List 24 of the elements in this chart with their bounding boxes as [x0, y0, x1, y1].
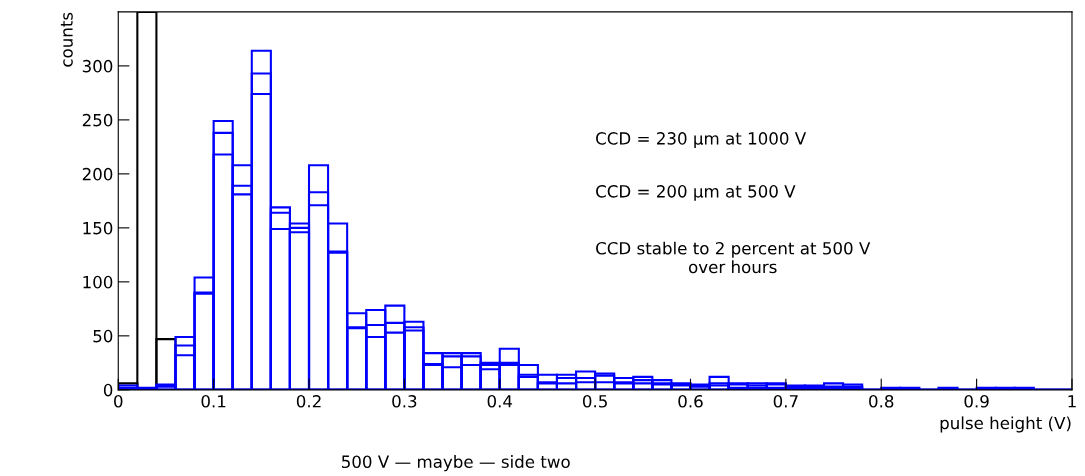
x-tick-label: 0.2	[296, 395, 321, 408]
y-tick-label: 0	[103, 383, 113, 397]
x-tick-label: 0.6	[678, 395, 703, 408]
x-tick-label: 0.1	[201, 395, 226, 408]
x-tick-label: 0.8	[869, 395, 894, 408]
y-tick-label: 50	[93, 329, 113, 343]
y-tick-label: 300	[82, 59, 113, 73]
x-tick-label: 0.4	[487, 395, 513, 408]
y-axis-title: counts	[60, 12, 73, 67]
annotation: CCD = 230 μm at 1000 V	[596, 132, 807, 148]
x-tick-label: 0	[114, 395, 123, 408]
x-tick-label: 0.7	[773, 395, 798, 408]
y-tick-label: 200	[82, 167, 113, 181]
x-axis-title: pulse height (V)	[940, 416, 1071, 433]
y-tick-label: 150	[83, 221, 113, 235]
annotation: CCD stable to 2 percent at 500 V over hours	[596, 241, 871, 274]
y-tick-label: 100	[83, 275, 113, 289]
text: 500 V — maybe — side two	[341, 455, 570, 472]
x-tick-label: 0.9	[964, 395, 989, 408]
x-tick-label: 0.5	[582, 395, 607, 408]
x-tick-label: 1	[1068, 395, 1076, 408]
x-tick-label: 0.3	[392, 395, 417, 408]
y-tick-label: 250	[82, 113, 113, 127]
annotation: CCD = 200 μm at 500 V	[596, 185, 796, 201]
